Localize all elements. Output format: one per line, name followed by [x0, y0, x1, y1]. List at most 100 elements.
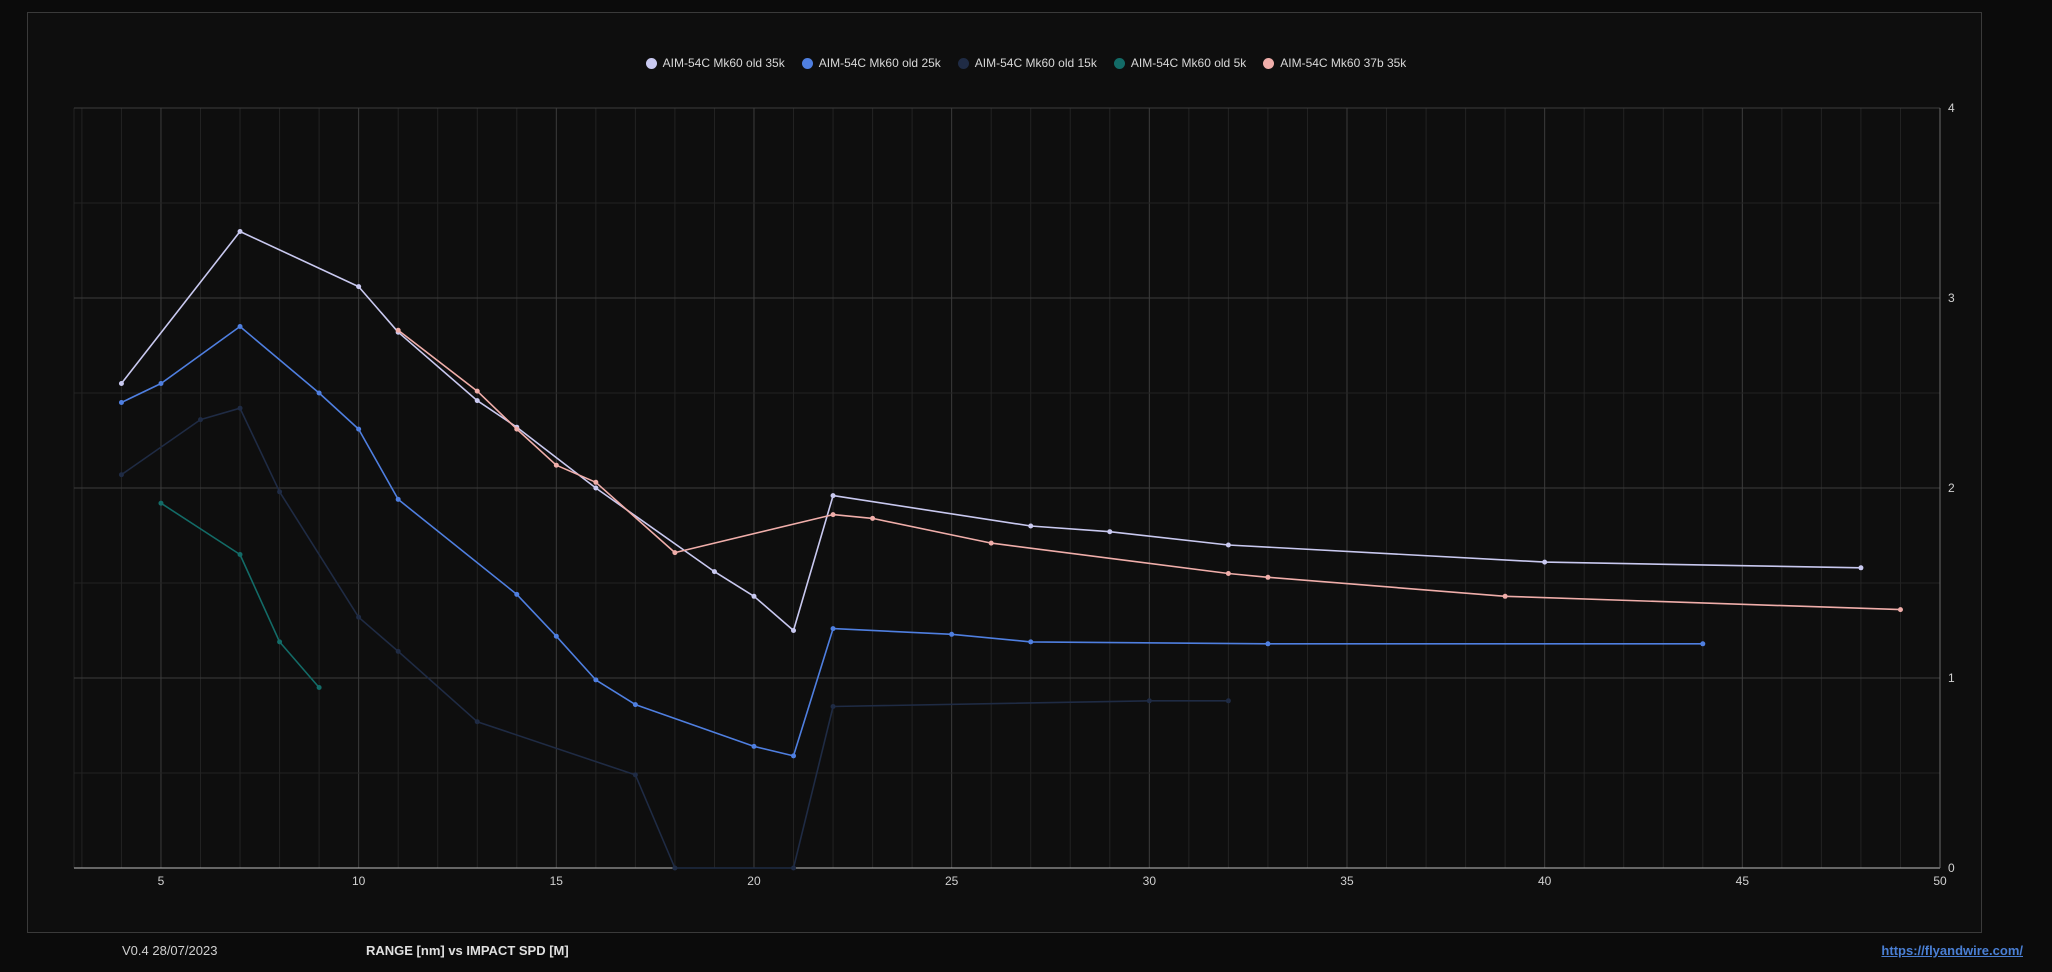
data-point	[237, 552, 243, 557]
legend-marker-icon	[801, 57, 813, 69]
data-point	[672, 865, 678, 871]
data-point	[1502, 593, 1508, 599]
series-line	[120, 230, 1861, 632]
series-3	[118, 405, 1231, 871]
data-point	[791, 753, 797, 759]
data-point	[395, 648, 401, 654]
legend-item[interactable]: AIM-54C Mk60 old 35k	[645, 56, 785, 70]
data-point	[1028, 639, 1034, 645]
data-point	[988, 540, 994, 546]
y-tick-label: 4	[1948, 101, 1955, 115]
legend-item[interactable]: AIM-54C Mk60 old 25k	[801, 56, 941, 70]
site-link[interactable]: https://flyandwire.com/	[1881, 943, 2023, 958]
data-point	[474, 398, 480, 404]
data-point	[830, 493, 836, 499]
data-point	[830, 704, 836, 709]
data-point	[118, 472, 124, 478]
data-point	[395, 496, 401, 502]
data-point	[1265, 641, 1271, 647]
legend-item[interactable]: AIM-54C Mk60 old 5k	[1113, 56, 1247, 70]
data-point	[474, 388, 480, 394]
x-tick-label: 30	[1143, 874, 1157, 888]
chart-legend: AIM-54C Mk60 old 35k AIM-54C Mk60 old 25k…	[0, 56, 2052, 70]
data-point	[1146, 698, 1152, 704]
data-point	[791, 628, 797, 633]
data-point	[474, 719, 480, 725]
legend-marker-icon	[1263, 57, 1275, 69]
x-tick-label: 45	[1736, 874, 1750, 888]
data-point	[1107, 529, 1113, 535]
data-point	[830, 512, 836, 518]
data-point	[316, 685, 322, 690]
data-point	[632, 772, 638, 778]
data-point	[277, 639, 283, 645]
series-line	[160, 502, 320, 689]
grid	[73, 107, 1941, 869]
data-point	[118, 400, 124, 405]
legend-label: AIM-54C Mk60 37b 35k	[1280, 56, 1407, 70]
data-point	[593, 485, 599, 491]
data-point	[356, 284, 362, 290]
data-point	[514, 591, 520, 597]
x-tick-label: 5	[158, 874, 165, 888]
legend-marker-icon	[957, 57, 969, 69]
data-point	[316, 390, 322, 396]
legend-label: AIM-54C Mk60 old 25k	[818, 56, 941, 70]
legend-label: AIM-54C Mk60 old 15k	[974, 56, 1097, 70]
data-point	[1542, 559, 1548, 565]
series-2	[118, 324, 1706, 759]
data-point	[1700, 641, 1706, 647]
data-point	[514, 426, 520, 432]
version-label: V0.4 28/07/2023	[122, 943, 218, 958]
data-point	[277, 489, 283, 495]
data-point	[356, 426, 362, 432]
data-point	[632, 702, 638, 708]
data-point	[553, 633, 559, 639]
x-tick-label: 35	[1340, 874, 1354, 888]
legend-item[interactable]: AIM-54C Mk60 37b 35k	[1263, 56, 1406, 70]
chart-frame	[27, 12, 1982, 933]
chart-title: RANGE [nm] vs IMPACT SPD [M]	[366, 943, 569, 958]
data-point	[158, 381, 164, 386]
data-point	[870, 515, 876, 521]
data-point	[593, 479, 599, 485]
x-tick-label: 40	[1538, 874, 1552, 888]
x-tick-label: 15	[550, 874, 564, 888]
data-point	[593, 677, 599, 683]
data-point	[553, 462, 559, 468]
data-point	[158, 500, 164, 506]
data-point	[791, 865, 797, 871]
y-tick-label: 2	[1948, 481, 1955, 495]
x-tick-label: 20	[747, 874, 761, 888]
data-point	[237, 229, 243, 234]
series-5	[395, 327, 1903, 613]
data-point	[751, 743, 757, 749]
legend-label: AIM-54C Mk60 old 5k	[1130, 56, 1247, 70]
x-tick-label: 10	[352, 874, 366, 888]
data-point	[1265, 574, 1271, 580]
data-point	[1225, 698, 1231, 704]
data-point	[1858, 565, 1864, 571]
data-point	[1225, 571, 1231, 576]
y-tick-label: 0	[1948, 861, 1955, 875]
data-point	[830, 626, 836, 632]
x-tick-label: 25	[945, 874, 959, 888]
legend-item[interactable]: AIM-54C Mk60 old 15k	[957, 56, 1097, 70]
data-point	[1225, 542, 1231, 548]
legend-label: AIM-54C Mk60 old 35k	[662, 56, 785, 70]
series-1	[118, 229, 1864, 633]
data-point	[237, 405, 243, 411]
data-point	[1897, 607, 1903, 613]
data-point	[198, 417, 204, 423]
series-4	[158, 500, 322, 690]
data-point	[356, 614, 362, 620]
data-point	[118, 381, 124, 386]
data-point	[237, 324, 243, 329]
data-point	[672, 550, 678, 556]
y-tick-label: 1	[1948, 671, 1955, 685]
data-point	[1028, 523, 1034, 529]
data-point	[751, 593, 757, 599]
x-tick-label: 50	[1933, 874, 1947, 888]
legend-marker-icon	[645, 57, 657, 69]
